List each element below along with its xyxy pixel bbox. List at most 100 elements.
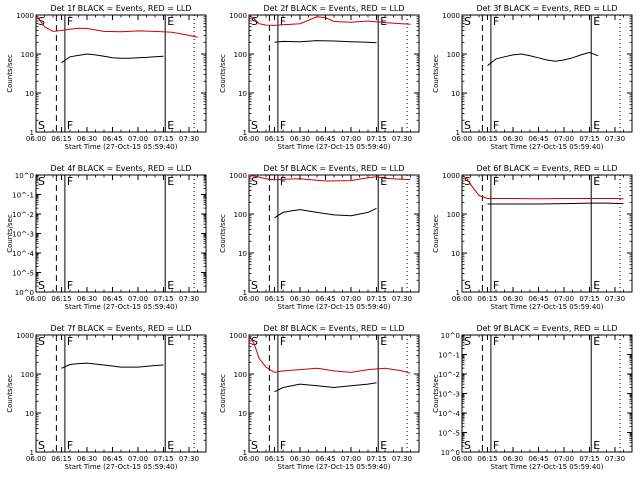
marker-label: S xyxy=(464,335,471,348)
x-tick-label: 06:15 xyxy=(264,295,284,303)
y-axis-label: Counts/sec xyxy=(432,374,440,413)
x-tick-label: 07:15 xyxy=(153,295,173,303)
panel-title: Det 7f BLACK = Events, RED = LLD xyxy=(50,324,191,333)
plot-frame xyxy=(461,14,633,133)
x-tick-label: 07:30 xyxy=(179,295,199,303)
plot-frame xyxy=(35,14,207,133)
x-tick-label: 07:00 xyxy=(341,295,361,303)
x-tick-label: 06:45 xyxy=(528,455,548,463)
events-series xyxy=(487,51,599,67)
y-tick-label: 1000 xyxy=(442,12,460,20)
x-tick-label: 06:45 xyxy=(102,295,122,303)
y-tick-label: 100 xyxy=(21,51,34,59)
marker-label-bottom: E xyxy=(167,119,174,132)
detector-panel-1: Det 1f BLACK = Events, RED = LLD 1 10 100 10… xyxy=(6,4,207,151)
detector-panel-8: Det 8f BLACK = Events, RED = LLD 1 10 100 10… xyxy=(219,324,420,471)
panel-title: Det 1f BLACK = Events, RED = LLD xyxy=(50,4,191,13)
panel-title: Det 3f BLACK = Events, RED = LLD xyxy=(476,4,617,13)
x-tick-label: 07:30 xyxy=(605,295,625,303)
x-tick-label: 07:00 xyxy=(554,295,574,303)
events-series xyxy=(61,362,164,369)
y-tick-label: 1 xyxy=(30,129,34,137)
x-tick-label: 07:30 xyxy=(392,295,412,303)
panel-title: Det 2f BLACK = Events, RED = LLD xyxy=(263,4,404,13)
x-tick-label: 06:00 xyxy=(239,455,259,463)
x-tick-label: 07:00 xyxy=(128,455,148,463)
x-tick-label: 06:00 xyxy=(452,295,472,303)
x-tick-label: 06:15 xyxy=(264,135,284,143)
marker-label-bottom: F xyxy=(493,119,499,132)
events-series xyxy=(274,40,377,44)
lld-series xyxy=(461,174,624,200)
x-tick-label: 07:00 xyxy=(341,135,361,143)
marker-label-bottom: S xyxy=(38,119,45,132)
y-tick-label: 10 xyxy=(238,90,247,98)
panel-title: Det 9f BLACK = Events, RED = LLD xyxy=(476,324,617,333)
marker-label-bottom: F xyxy=(67,119,73,132)
y-tick-label: 10^-3 xyxy=(438,391,460,399)
x-tick-label: 06:15 xyxy=(51,135,71,143)
marker-label: E xyxy=(593,15,600,28)
y-tick-label: 10^-2 xyxy=(438,371,460,379)
y-tick-label: 10 xyxy=(238,410,247,418)
marker-label: S xyxy=(38,175,45,188)
panel-title: Det 5f BLACK = Events, RED = LLD xyxy=(263,164,404,173)
x-tick-label: 06:15 xyxy=(264,455,284,463)
y-tick-label: 10^-5 xyxy=(438,430,460,438)
marker-label-bottom: S xyxy=(38,439,45,452)
plot-frame xyxy=(35,174,207,293)
x-tick-label: 07:15 xyxy=(579,135,599,143)
lld-series xyxy=(248,174,411,182)
x-tick-label: 07:30 xyxy=(179,455,199,463)
x-tick-label: 06:30 xyxy=(503,295,523,303)
marker-label: E xyxy=(593,175,600,188)
y-tick-label: 1 xyxy=(243,129,247,137)
marker-label: F xyxy=(280,175,286,188)
marker-label-bottom: S xyxy=(251,439,258,452)
y-axis-label: Counts/sec xyxy=(219,54,227,93)
y-tick-label: 1 xyxy=(243,289,247,297)
marker-label: E xyxy=(380,15,387,28)
x-tick-label: 07:00 xyxy=(128,135,148,143)
marker-label: S xyxy=(38,15,45,28)
marker-label-bottom: S xyxy=(251,119,258,132)
y-tick-label: 10^-5 xyxy=(12,270,34,278)
lld-series xyxy=(35,14,198,38)
y-tick-label: 10 xyxy=(25,90,34,98)
y-tick-label: 10^0 xyxy=(15,172,34,180)
x-tick-label: 07:15 xyxy=(579,455,599,463)
x-tick-label: 07:15 xyxy=(153,135,173,143)
x-tick-label: 06:00 xyxy=(26,135,46,143)
x-tick-label: 07:00 xyxy=(128,295,148,303)
marker-label: F xyxy=(67,335,73,348)
y-tick-label: 10^-3 xyxy=(12,231,34,239)
detector-panel-3: Det 3f BLACK = Events, RED = LLD 1 10 100 10… xyxy=(432,4,633,151)
x-tick-label: 06:45 xyxy=(315,135,335,143)
y-tick-label: 100 xyxy=(234,51,247,59)
x-tick-label: 06:30 xyxy=(290,295,310,303)
x-tick-label: 06:30 xyxy=(503,135,523,143)
x-tick-label: 07:30 xyxy=(392,455,412,463)
lld-series xyxy=(248,334,411,374)
y-axis-label: Counts/sec xyxy=(6,54,14,93)
marker-label-bottom: F xyxy=(280,439,286,452)
marker-label-bottom: F xyxy=(493,439,499,452)
y-tick-label: 1 xyxy=(243,449,247,457)
detector-panel-6: Det 6f BLACK = Events, RED = LLD 1 10 100 10… xyxy=(432,164,633,311)
x-axis-label: Start Time (27-Oct-15 05:59:40) xyxy=(278,463,391,471)
x-tick-label: 06:30 xyxy=(503,455,523,463)
y-tick-label: 10 xyxy=(25,410,34,418)
detector-panel-7: Det 7f BLACK = Events, RED = LLD 1 10 100 10… xyxy=(6,324,207,471)
x-tick-label: 07:30 xyxy=(605,135,625,143)
marker-label-bottom: S xyxy=(464,119,471,132)
y-tick-label: 1 xyxy=(30,449,34,457)
marker-label-bottom: E xyxy=(593,279,600,292)
plot-frame xyxy=(461,334,633,453)
x-tick-label: 06:45 xyxy=(315,455,335,463)
marker-label: E xyxy=(167,175,174,188)
marker-label-bottom: E xyxy=(167,279,174,292)
lld-series xyxy=(248,14,411,26)
marker-label-bottom: S xyxy=(251,279,258,292)
x-axis-label: Start Time (27-Oct-15 05:59:40) xyxy=(65,463,178,471)
